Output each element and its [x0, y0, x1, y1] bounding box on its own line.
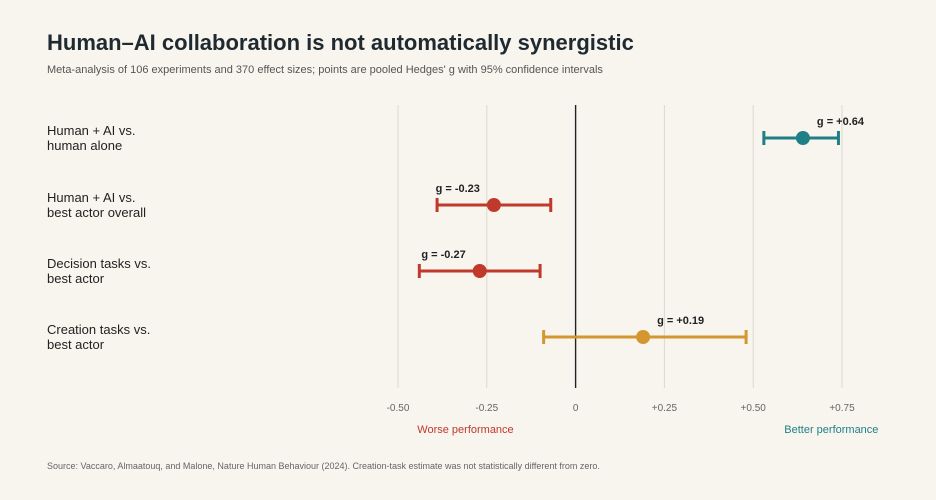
chart-title: Human–AI collaboration is not automatica…: [47, 30, 634, 55]
estimate-point: [472, 264, 487, 278]
x-tick-label: +0.75: [829, 403, 855, 414]
chart-subtitle: Meta-analysis of 106 experiments and 370…: [47, 64, 603, 76]
x-tick-label: +0.25: [652, 403, 678, 414]
better-performance-label: Better performance: [784, 424, 878, 436]
source-note: Source: Vaccaro, Almaatouq, and Malone, …: [47, 461, 600, 471]
x-tick-label: -0.25: [475, 403, 498, 414]
x-tick-label: +0.50: [741, 403, 767, 414]
value-label: g = +0.19: [657, 315, 704, 327]
value-label: g = -0.23: [436, 183, 480, 195]
x-tick-label: -0.50: [387, 403, 410, 414]
estimate-point: [795, 131, 810, 145]
value-label: g = -0.27: [421, 249, 465, 261]
row-label: Human + AI vs. best actor overall: [47, 190, 146, 220]
row-label: Human + AI vs. human alone: [47, 123, 136, 153]
estimate-point: [486, 198, 501, 212]
value-label: g = +0.64: [817, 116, 865, 128]
row-label: Creation tasks vs. best actor: [47, 322, 150, 352]
x-tick-label: 0: [573, 403, 579, 414]
row-label: Decision tasks vs. best actor: [47, 256, 151, 286]
worse-performance-label: Worse performance: [417, 424, 513, 436]
estimate-point: [636, 330, 651, 344]
